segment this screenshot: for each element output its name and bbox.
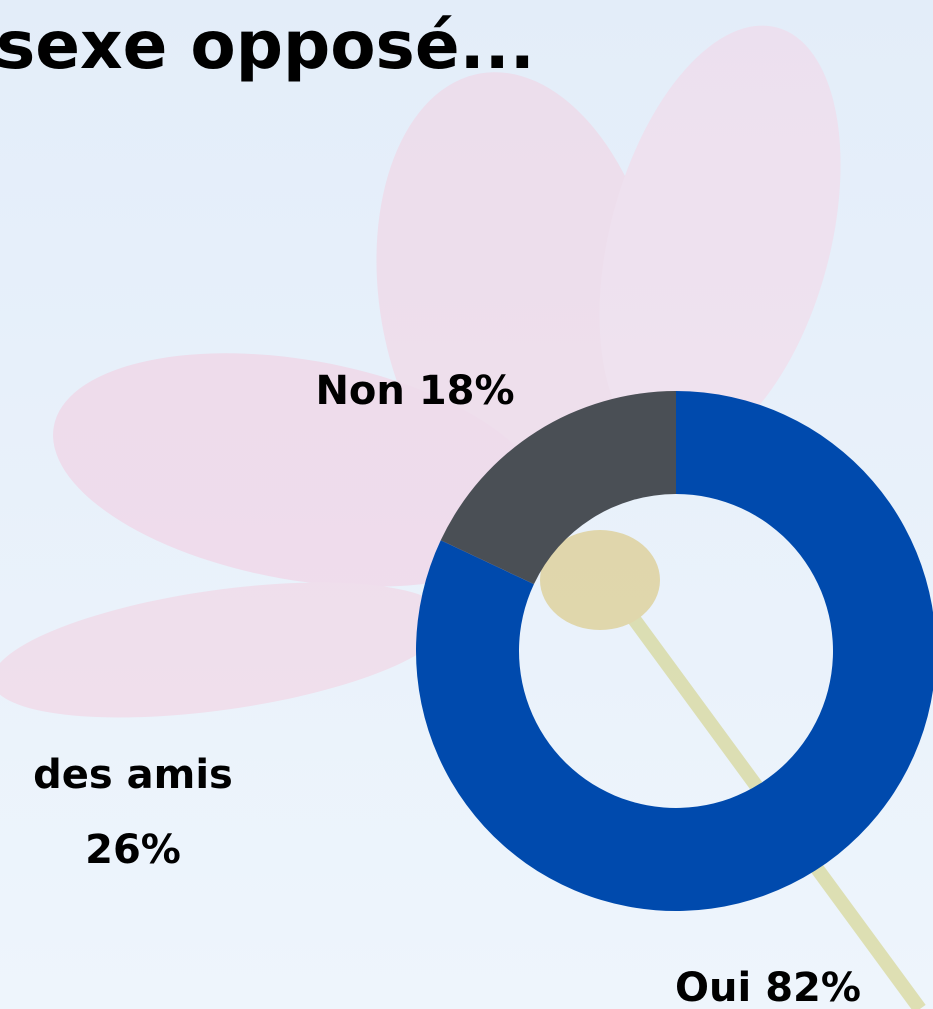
slice-value-label: 82% xyxy=(765,965,861,1009)
donut-slice xyxy=(416,391,933,911)
slice-label: Oui 82% xyxy=(675,965,861,1009)
donut-slice xyxy=(440,391,676,585)
slice-label: Non 18% xyxy=(315,368,514,414)
annotation: des amis xyxy=(33,752,233,798)
donut-chart: Oui 82% Non 18% xyxy=(315,368,933,1009)
title: sexe opposé... xyxy=(0,7,535,84)
annotation: 26% xyxy=(85,827,181,873)
slice-category: Non xyxy=(315,368,404,414)
slice-category: Oui xyxy=(675,965,751,1009)
slice-value-label: 18% xyxy=(419,368,515,414)
